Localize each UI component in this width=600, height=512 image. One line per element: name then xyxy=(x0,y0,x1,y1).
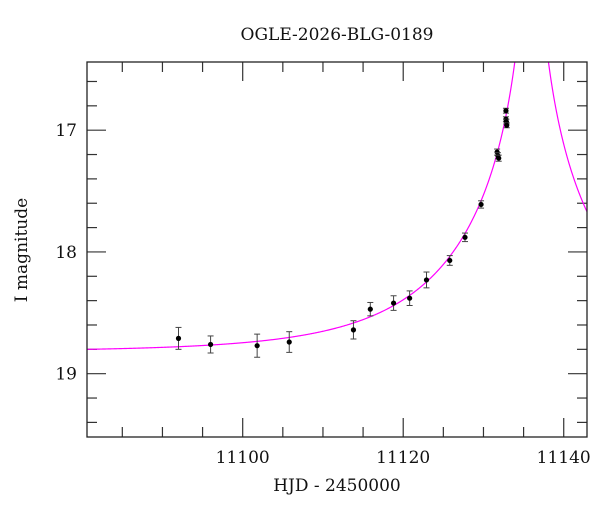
plot-frame xyxy=(86,61,588,438)
y-tick-label: 18 xyxy=(55,243,77,263)
data-point xyxy=(350,320,357,340)
data-point xyxy=(446,255,453,266)
data-point xyxy=(462,232,469,243)
data-point xyxy=(390,295,397,311)
point-marker xyxy=(496,155,502,161)
model-curve xyxy=(87,62,587,350)
plot-area xyxy=(86,61,588,438)
point-marker xyxy=(390,300,397,306)
data-point xyxy=(207,335,214,354)
data-point xyxy=(406,290,413,307)
y-tick-label: 17 xyxy=(55,121,77,141)
y-axis-label: I magnitude xyxy=(12,198,32,302)
point-marker xyxy=(207,341,214,348)
point-marker xyxy=(423,277,430,283)
data-point xyxy=(503,122,510,129)
y-tick-label: 19 xyxy=(55,365,77,385)
x-tick-label: 11100 xyxy=(216,448,270,468)
x-tick-label: 11120 xyxy=(376,448,430,468)
point-marker xyxy=(504,122,510,128)
point-marker xyxy=(286,339,292,345)
axis-ticks xyxy=(87,62,587,437)
data-points xyxy=(175,107,510,358)
chart-title: OGLE-2026-BLG-0189 xyxy=(241,25,434,45)
data-point xyxy=(175,326,182,350)
y-tick-labels: 17 18 19 xyxy=(55,121,77,385)
point-marker xyxy=(175,335,182,341)
point-marker xyxy=(254,343,260,349)
data-point xyxy=(423,271,430,289)
point-marker xyxy=(447,257,453,264)
data-point xyxy=(367,301,374,317)
x-tick-label: 11140 xyxy=(537,448,591,468)
point-marker xyxy=(478,201,484,208)
data-point xyxy=(495,154,502,162)
point-marker xyxy=(462,234,468,240)
x-tick-labels: 11100 11120 11140 xyxy=(216,448,591,468)
point-marker xyxy=(407,295,413,301)
x-axis-label: HJD - 2450000 xyxy=(273,476,401,496)
point-marker xyxy=(367,306,373,312)
data-point xyxy=(254,333,261,358)
data-point xyxy=(502,107,509,114)
point-marker xyxy=(350,327,357,333)
point-marker xyxy=(503,108,509,114)
data-point xyxy=(478,200,485,209)
data-point xyxy=(286,331,293,353)
